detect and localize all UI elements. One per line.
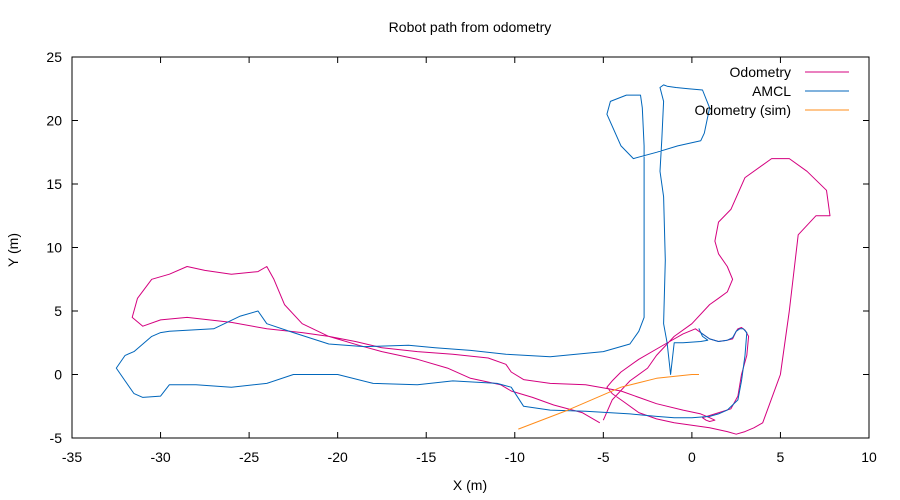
legend-label: Odometry: [730, 64, 791, 80]
x-tick-label: -25: [239, 449, 259, 465]
y-tick-label: -5: [50, 430, 63, 446]
x-tick-label: -10: [505, 449, 525, 465]
x-tick-label: 0: [688, 449, 696, 465]
x-tick-label: 5: [777, 449, 785, 465]
y-axis-ticks: -5 0 5 10 15 20 25: [46, 49, 869, 446]
x-axis-label: X (m): [453, 477, 487, 493]
x-tick-label: -20: [328, 449, 348, 465]
series-layer: [115, 84, 831, 435]
y-tick-label: 25: [46, 49, 62, 65]
y-tick-label: 10: [46, 240, 62, 256]
series-line-odometry: [131, 158, 831, 435]
y-tick-label: 0: [54, 367, 62, 383]
x-tick-label: -30: [150, 449, 170, 465]
x-axis-ticks: -35 -30 -25 -20 -15 -10 -5 0 5 10: [62, 57, 877, 465]
x-tick-label: -15: [416, 449, 436, 465]
legend-label: Odometry (sim): [695, 102, 791, 118]
chart-title: Robot path from odometry: [389, 19, 552, 35]
series-line-odometry-sim: [518, 374, 699, 430]
y-axis-label: Y (m): [5, 233, 21, 267]
x-tick-label: -5: [597, 449, 610, 465]
legend: Odometry AMCL Odometry (sim): [695, 64, 849, 118]
y-tick-label: 15: [46, 176, 62, 192]
legend-label: AMCL: [752, 83, 791, 99]
x-tick-label: 10: [861, 449, 877, 465]
y-tick-label: 20: [46, 113, 62, 129]
x-tick-label: -35: [62, 449, 82, 465]
y-tick-label: 5: [54, 303, 62, 319]
series-line-amcl: [115, 84, 748, 419]
